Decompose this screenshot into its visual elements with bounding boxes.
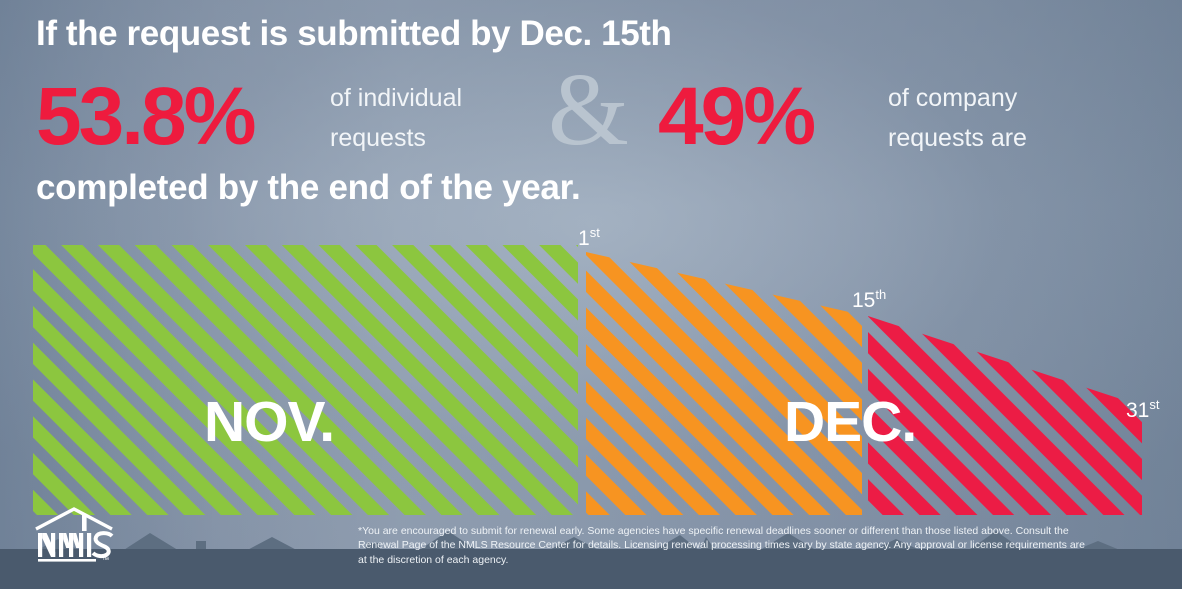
headline-line-2: completed by the end of the year. [36,168,581,207]
statistics-row: 53.8% of individual requests & 49% of co… [36,58,1156,166]
stat-individual-label: of individual requests [330,78,462,158]
stat-company-label-line1: of company [888,84,1018,112]
headline-line-1: If the request is submitted by Dec. 15th [36,14,672,53]
month-label-nov: NOV. [204,390,335,454]
stat-company-percent: 49% [658,71,816,162]
disclaimer-text: *You are encouraged to submit for renewa… [358,524,1086,566]
stat-individual-percent: 53.8% [36,71,257,162]
chart-segment-nov [33,245,578,515]
stat-company-label: of company requests are [888,78,1027,158]
ampersand-separator: & [548,52,629,167]
chart-segment-dec-first-half [586,252,862,515]
nmls-logo: ™ [35,507,114,564]
logo-trademark: ™ [102,557,109,564]
headline-block: If the request is submitted by Dec. 15th [36,12,1156,56]
tick-label-dec-15: 15th [852,287,887,312]
footer-band [0,549,1182,589]
chart-segment-dec-second-half [868,316,1142,515]
month-label-dec: DEC. [784,390,917,454]
stat-company-label-line2: requests are [888,124,1027,152]
tick-label-dec-31: 31st [1126,397,1160,422]
stat-individual-label-line2: requests [330,124,426,152]
tick-label-dec-1: 1st [578,225,600,250]
stat-individual-label-line1: of individual [330,84,463,112]
